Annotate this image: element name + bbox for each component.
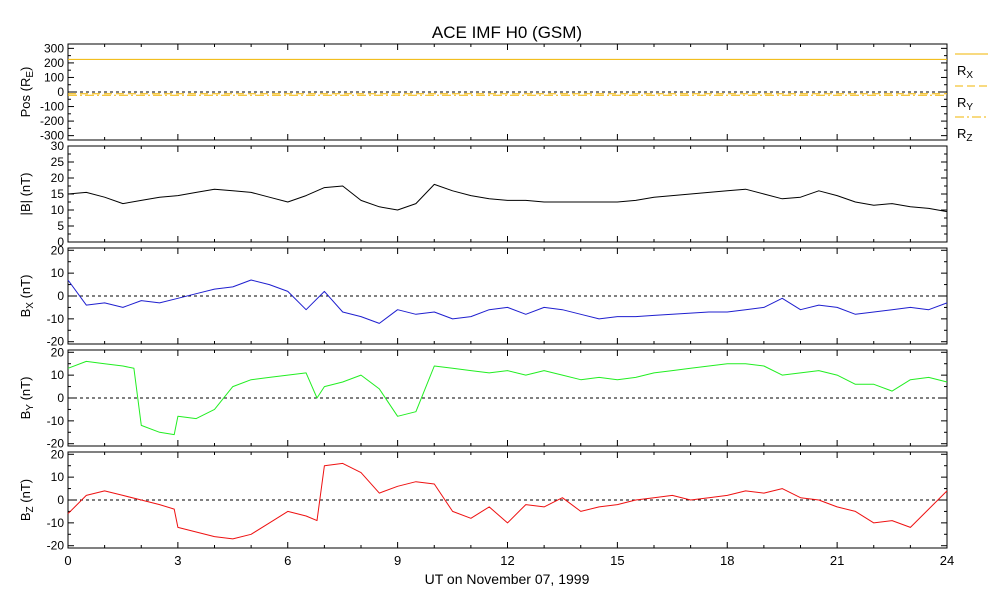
ytick-label-bt: 25: [51, 155, 65, 169]
ytick-label-pos: -200: [40, 114, 64, 128]
ytick-label-pos: 200: [44, 56, 64, 70]
ytick-label-bt: 10: [51, 203, 65, 217]
ytick-label-bz: 0: [57, 493, 64, 507]
ytick-label-pos: 300: [44, 41, 64, 55]
chart-title: ACE IMF H0 (GSM): [432, 23, 582, 42]
ytick-label-pos: 0: [57, 85, 64, 99]
ytick-label-by: 10: [51, 368, 65, 382]
legend-label-Z: RZ: [957, 126, 973, 144]
ytick-label-pos: 100: [44, 70, 64, 84]
ytick-label-bt: 0: [57, 235, 64, 249]
xtick-label: 12: [500, 553, 514, 568]
ytick-label-bx: -10: [47, 312, 65, 326]
series-line-bz-0: [67, 462, 948, 540]
ytick-label-bt: 30: [51, 139, 65, 153]
ytick-label-bx: 0: [57, 289, 64, 303]
ytick-label-pos: -100: [40, 100, 64, 114]
panel-bt-frame: [67, 145, 948, 243]
ylabel-bz: BZ (nT): [18, 479, 36, 521]
x-axis-label: UT on November 07, 1999: [425, 571, 590, 587]
ylabel-bt: |B| (nT): [18, 173, 33, 216]
ytick-label-bz: 10: [51, 470, 65, 484]
xtick-label: 9: [394, 553, 401, 568]
ytick-label-bx: 20: [51, 243, 65, 257]
ytick-label-pos: -300: [40, 129, 64, 143]
ytick-label-bz: -20: [47, 539, 65, 553]
panel-by: 20 10 0 -10 -20 BY (nT): [18, 345, 948, 451]
xtick-label: 18: [720, 553, 734, 568]
xtick-label: 0: [64, 553, 71, 568]
panel-bz: 20 10 0 -10 -20 BZ (nT): [18, 447, 948, 553]
ytick-label-by: -10: [47, 414, 65, 428]
xtick-label: 3: [174, 553, 181, 568]
xtick-label: 15: [610, 553, 624, 568]
ytick-label-bz: -10: [47, 516, 65, 530]
series-line-bt-0: [67, 183, 948, 213]
ytick-label-bt: 5: [57, 219, 64, 233]
series-line-by-0: [67, 360, 948, 436]
ytick-label-bx: -20: [47, 335, 65, 349]
ytick-label-by: 0: [57, 391, 64, 405]
xtick-label: 21: [830, 553, 844, 568]
ytick-label-bz: 20: [51, 447, 65, 461]
panel-bt: 30 25 20 15 10 5 0 |B| (nT): [18, 139, 948, 249]
ytick-label-bt: 20: [51, 171, 65, 185]
ylabel-pos: Pos (RE): [18, 67, 36, 118]
panel-bx: 20 10 0 -10 -20 BX (nT): [18, 243, 948, 349]
series-line-bx-0: [67, 279, 948, 324]
legend-label-Y: RY: [957, 95, 973, 113]
xtick-label: 6: [284, 553, 291, 568]
xtick-label: 24: [940, 553, 954, 568]
ytick-label-by: -20: [47, 437, 65, 451]
legend-label-X: RX: [957, 63, 973, 81]
ytick-label-bx: 10: [51, 266, 65, 280]
ylabel-bx: BX (nT): [18, 275, 36, 318]
ylabel-by: BY (nT): [18, 377, 36, 420]
ytick-label-by: 20: [51, 345, 65, 359]
ytick-label-bt: 15: [51, 187, 65, 201]
